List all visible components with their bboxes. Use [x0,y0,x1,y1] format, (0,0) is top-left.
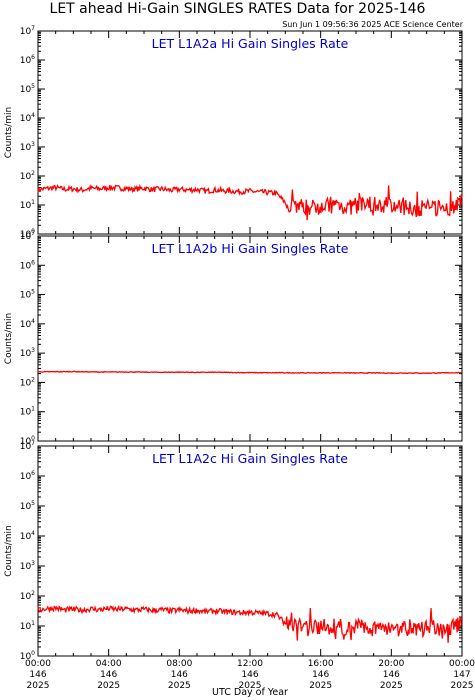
panel-1: 100 101 102 103 104 105 106 107 LET L1A2a Hi Gai… [4,25,463,240]
generation-timestamp: Sun Jun 1 09:56:36 2025 ACE Science Cent… [282,20,463,29]
x-tick-label-time: 12:00 [237,659,263,669]
y-tick-label: 106 [20,259,35,271]
chart-main-title: LET ahead Hi-Gain SINGLES RATES Data for… [49,1,426,17]
y-tick-label: 107 [20,440,35,452]
series-line-1 [37,370,463,375]
y-tick-label: 104 [20,318,35,330]
y-tick-label: 102 [20,590,35,602]
y-tick-label: 101 [20,406,35,418]
panel-3: 100 101 102 103 104 105 106 107 LET L1A2c Hi Gai… [4,440,475,691]
panel-2: 100 101 102 103 104 105 106 107 LET L1A2b Hi Gai… [4,230,463,447]
y-axis-label: Counts/min [4,313,14,364]
panel-title: LET L1A2c Hi Gain Singles Rate [152,451,348,466]
y-tick-label: 103 [20,141,35,153]
series-line-1 [37,183,463,221]
y-tick-label: 105 [20,500,35,512]
x-tick-label-doy: 146 [383,670,400,680]
x-tick-label-time: 04:00 [96,659,122,669]
y-tick-label: 104 [20,530,35,542]
y-tick-label: 106 [20,470,35,482]
y-axis-label: Counts/min [4,525,14,576]
y-tick-label: 101 [20,620,35,632]
x-tick-label-year: 2025 [239,681,262,691]
x-tick-label-year: 2025 [380,681,403,691]
panel-title: LET L1A2a Hi Gain Singles Rate [152,36,349,51]
y-tick-label: 100 [20,228,35,240]
plot-frame [37,445,463,657]
series-line-1 [37,604,463,643]
y-tick-label: 103 [20,347,35,359]
y-tick-label: 103 [20,560,35,572]
y-tick-label: 105 [20,289,35,301]
y-tick-label: 104 [20,112,35,124]
x-tick-label-year: 2025 [97,681,120,691]
plot-frame [37,235,463,442]
y-tick-label: 100 [20,435,35,447]
x-tick-label-time: 20:00 [378,659,404,669]
x-tick-label-doy: 146 [241,670,258,680]
x-tick-label-doy: 146 [171,670,188,680]
x-tick-label-time: 00:00 [25,659,51,669]
x-tick-label-doy: 146 [100,670,117,680]
x-tick-label-doy: 146 [312,670,329,680]
x-tick-label-time: 16:00 [308,659,334,669]
y-axis-label: Counts/min [4,107,14,158]
x-tick-label-doy: 146 [29,670,46,680]
x-axis-label: UTC Day of Year [212,687,288,698]
x-tick-label-year: 2025 [168,681,191,691]
x-tick-label-time: 00:00 [449,659,475,669]
y-tick-label: 102 [20,376,35,388]
x-tick-label-time: 08:00 [166,659,192,669]
y-tick-label: 106 [20,54,35,66]
x-tick-label-year: 2025 [309,681,332,691]
y-tick-label: 100 [20,650,35,662]
x-tick-label-doy: 147 [453,670,470,680]
y-tick-label: 105 [20,83,35,95]
y-tick-label: 107 [20,25,35,37]
y-tick-label: 102 [20,170,35,182]
panel-title: LET L1A2b Hi Gain Singles Rate [152,241,349,256]
y-tick-label: 107 [20,230,35,242]
x-tick-label-year: 2025 [451,681,474,691]
x-tick-label-year: 2025 [27,681,50,691]
y-tick-label: 101 [20,199,35,211]
